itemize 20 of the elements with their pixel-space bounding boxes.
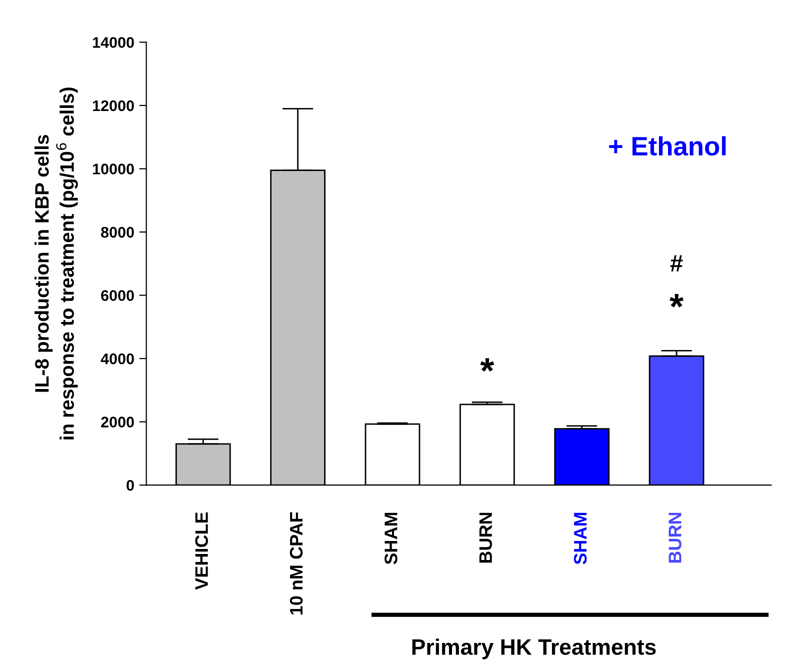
x-tick-label: 10 nM CPAF xyxy=(290,512,303,615)
y-tick-label: 0 xyxy=(126,480,134,491)
annotation: + Ethanol xyxy=(609,136,726,156)
y-axis-title: IL-8 production in KBP cells in response to treatment (pg/10$^{6}$ cells) xyxy=(34,88,78,440)
text: Primary HK Treatments xyxy=(412,638,656,660)
y-tick-label: 6000 xyxy=(101,290,134,301)
x-tick-label: VEHICLE xyxy=(195,512,208,590)
x-tick-label: SHAM xyxy=(384,512,398,564)
y-tick-label: 14000 xyxy=(93,37,134,48)
annotation: * xyxy=(480,358,494,372)
y-tick-label: 12000 xyxy=(93,100,134,112)
x-tick-label: SHAM xyxy=(574,512,587,564)
annotation: * xyxy=(670,294,684,308)
y-tick-label: 2000 xyxy=(101,416,134,428)
y-tick-label: 10000 xyxy=(93,164,134,174)
y-tick-label: 4000 xyxy=(100,353,134,364)
x-tick-label: BURN xyxy=(668,512,682,563)
x-tick-label: BURN xyxy=(479,512,492,563)
annotation: # xyxy=(670,255,683,272)
y-tick-label: 8000 xyxy=(101,226,134,238)
